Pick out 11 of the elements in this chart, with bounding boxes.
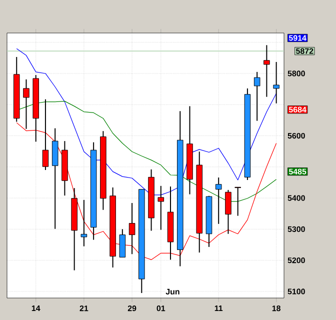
- candlestick: [254, 71, 260, 122]
- candlestick: [234, 186, 241, 216]
- candlestick: [215, 176, 222, 224]
- candlestick: [225, 189, 232, 234]
- candlestick: [128, 202, 136, 255]
- line-series: [16, 122, 277, 260]
- candlestick: [264, 44, 270, 98]
- candlestick: [158, 185, 164, 230]
- candlestick: [80, 199, 88, 247]
- candlestick: [119, 228, 126, 258]
- candlestick: [273, 61, 280, 104]
